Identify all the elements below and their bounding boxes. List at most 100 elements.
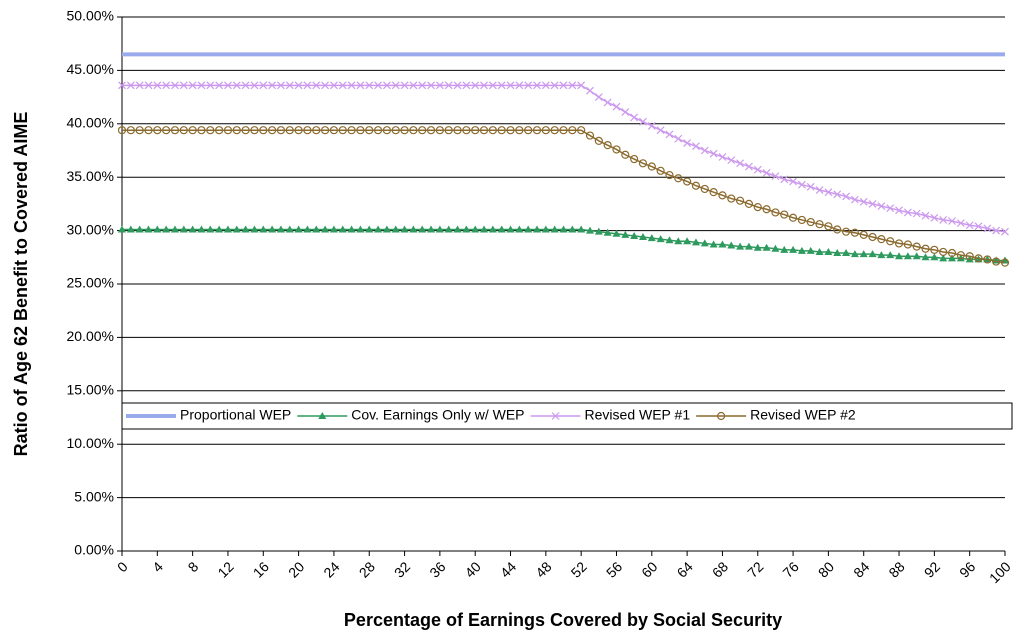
- marker: [912, 242, 921, 251]
- marker: [118, 81, 126, 90]
- marker: [162, 126, 171, 135]
- marker: [665, 236, 674, 244]
- marker: [815, 247, 824, 255]
- marker: [179, 81, 188, 90]
- marker: [515, 225, 524, 233]
- marker: [947, 248, 957, 258]
- marker: [718, 191, 727, 200]
- marker: [224, 81, 232, 90]
- marker: [850, 228, 859, 237]
- marker: [524, 81, 533, 90]
- marker: [956, 251, 965, 260]
- marker: [921, 211, 930, 220]
- marker: [479, 126, 489, 135]
- marker: [886, 204, 895, 213]
- marker: [223, 126, 233, 135]
- marker: [373, 126, 383, 135]
- marker: [691, 181, 701, 190]
- marker: [144, 126, 153, 135]
- marker: [488, 81, 497, 90]
- marker: [780, 245, 789, 253]
- marker: [806, 182, 815, 191]
- marker: [603, 141, 612, 150]
- marker: [903, 240, 912, 249]
- marker: [886, 237, 895, 246]
- marker: [170, 126, 180, 135]
- y-tick-label: 15.00%: [67, 382, 114, 398]
- marker: [321, 225, 330, 233]
- marker: [144, 81, 153, 90]
- marker: [656, 166, 665, 175]
- marker: [135, 225, 144, 233]
- marker: [294, 81, 303, 90]
- marker: [338, 225, 347, 233]
- x-tick-label: 80: [815, 558, 837, 580]
- legend-label: Revised WEP #1: [585, 407, 691, 423]
- marker: [356, 126, 365, 135]
- marker: [276, 225, 285, 233]
- marker: [418, 126, 427, 135]
- marker: [170, 225, 179, 233]
- marker: [771, 208, 780, 217]
- marker: [833, 249, 842, 257]
- marker: [276, 126, 286, 135]
- marker: [895, 252, 904, 260]
- marker: [568, 126, 577, 135]
- marker: [639, 117, 647, 126]
- marker: [886, 251, 895, 259]
- marker: [259, 81, 268, 90]
- marker: [435, 126, 444, 135]
- marker: [674, 134, 683, 143]
- marker: [515, 81, 524, 90]
- marker: [197, 126, 206, 135]
- marker: [541, 225, 550, 233]
- marker: [197, 225, 206, 233]
- marker: [868, 250, 877, 258]
- y-tick-label: 40.00%: [67, 115, 114, 131]
- marker: [745, 162, 753, 171]
- marker: [153, 126, 162, 135]
- marker: [594, 227, 603, 235]
- marker: [603, 98, 612, 107]
- marker: [135, 126, 144, 135]
- marker: [638, 159, 648, 168]
- marker: [126, 126, 135, 135]
- marker: [965, 221, 974, 230]
- marker: [285, 81, 294, 90]
- legend: Proportional WEP Cov. Earnings Only w/ WE…: [121, 402, 1013, 430]
- marker: [903, 252, 912, 260]
- marker: [144, 225, 153, 233]
- marker: [647, 234, 656, 242]
- marker: [488, 225, 497, 233]
- marker: [727, 156, 736, 165]
- marker: [471, 126, 480, 135]
- marker: [718, 152, 727, 161]
- marker: [365, 81, 374, 90]
- marker: [683, 139, 692, 147]
- marker: [382, 81, 391, 90]
- x-tick-label: 52: [568, 558, 590, 580]
- marker: [709, 188, 718, 197]
- marker: [391, 126, 400, 135]
- marker: [992, 257, 1001, 266]
- marker: [268, 126, 277, 135]
- marker: [391, 81, 400, 90]
- marker: [533, 225, 542, 233]
- marker: [877, 202, 886, 210]
- marker: [453, 126, 462, 135]
- marker: [842, 192, 850, 201]
- marker: [497, 126, 506, 135]
- x-tick-label: 100: [986, 558, 1014, 586]
- y-tick-label: 35.00%: [67, 168, 114, 184]
- marker: [762, 169, 771, 177]
- marker: [638, 233, 647, 241]
- marker: [153, 225, 162, 233]
- marker: [559, 126, 568, 135]
- marker: [912, 252, 921, 260]
- marker: [312, 81, 321, 90]
- marker: [824, 247, 833, 255]
- marker: [241, 126, 250, 135]
- y-tick-label: 20.00%: [67, 328, 114, 344]
- marker: [753, 203, 762, 212]
- marker: [462, 81, 471, 90]
